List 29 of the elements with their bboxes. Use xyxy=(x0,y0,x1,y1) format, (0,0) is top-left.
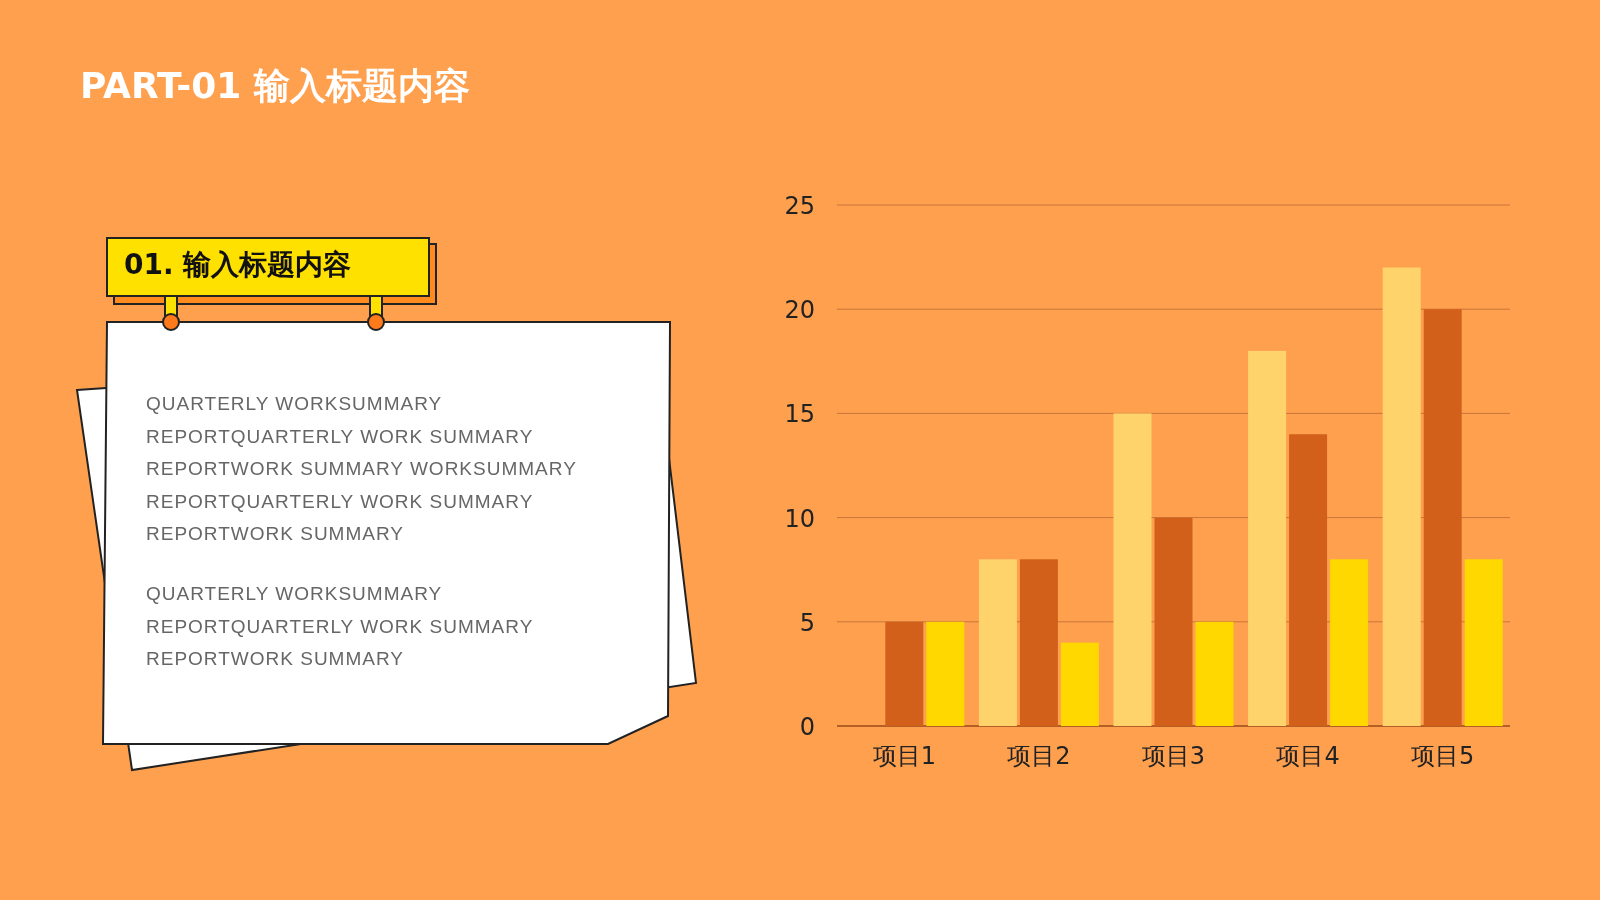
bar xyxy=(926,621,965,726)
x-tick-label: 项目2 xyxy=(1007,742,1071,770)
y-tick-label: 10 xyxy=(784,504,815,533)
y-tick-label: 20 xyxy=(784,296,815,325)
bar xyxy=(1423,309,1462,726)
x-tick-label: 项目4 xyxy=(1276,742,1340,770)
bar xyxy=(1113,413,1152,726)
x-tick-label: 项目1 xyxy=(872,742,936,770)
bar xyxy=(1289,434,1328,726)
bar xyxy=(978,559,1017,726)
bar xyxy=(1195,621,1234,726)
y-tick-label: 5 xyxy=(799,608,815,637)
bar xyxy=(1464,559,1503,726)
text: QUARTERLY WORKSUMMARY REPORTQUARTERLY WORK SUMMARY REPORTWORK SUMMARY WORKSUMMARY REPORTQUARTERLY WORK SUMMARY REPORTWORK SUMMARY xyxy=(146,392,578,547)
bar xyxy=(1248,350,1287,726)
bar xyxy=(1060,642,1099,726)
bar xyxy=(1382,267,1421,726)
y-tick-label: 0 xyxy=(799,713,815,741)
bar xyxy=(885,621,924,726)
text: PART-01 输入标题内容 xyxy=(80,64,470,108)
text: 01. 输入标题内容 xyxy=(124,247,352,283)
text: QUARTERLY WORKSUMMARY REPORTQUARTERLY WORK SUMMARY REPORTWORK SUMMARY xyxy=(146,582,534,672)
x-tick-label: 项目5 xyxy=(1411,742,1475,770)
x-tick-label: 项目3 xyxy=(1141,742,1206,770)
y-tick-label: 25 xyxy=(784,192,815,220)
bar xyxy=(1019,559,1058,726)
bar xyxy=(1330,559,1369,726)
y-tick-label: 15 xyxy=(784,400,815,429)
bar xyxy=(1154,517,1193,726)
